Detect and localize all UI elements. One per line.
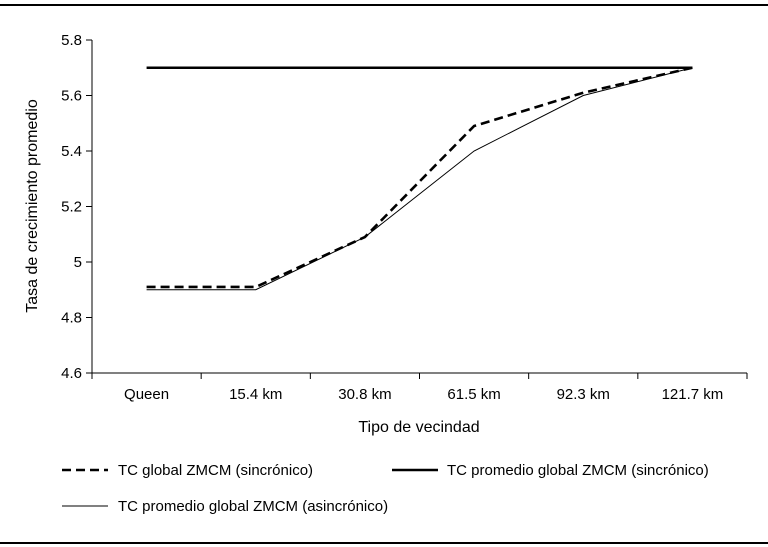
y-tick-label: 5.4	[61, 143, 82, 160]
legend-label-tc-promedio-asincronico: TC promedio global ZMCM (asincrónico)	[118, 498, 388, 515]
x-tick-label: 15.4 km	[229, 386, 282, 403]
x-tick-label: 61.5 km	[447, 386, 500, 403]
x-axis-title: Tipo de vecindad	[358, 419, 479, 436]
y-tick-label: 5.8	[61, 32, 82, 49]
legend-label-tc-promedio-sincronico: TC promedio global ZMCM (sincrónico)	[447, 462, 709, 479]
x-tick-label: 30.8 km	[338, 386, 391, 403]
x-tick-label: 92.3 km	[557, 386, 610, 403]
y-axis-title: Tasa de crecimiento promedio	[24, 99, 41, 313]
y-tick-label: 4.6	[61, 365, 82, 382]
y-tick-label: 5.6	[61, 88, 82, 105]
legend: TC global ZMCM (sincrónico) TC promedio …	[62, 462, 709, 515]
series-line-tc-global-sincronico	[146, 66, 693, 289]
y-tick-label: 4.8	[61, 310, 82, 327]
x-tick-label: 121.7 km	[662, 386, 724, 403]
legend-label-tc-global-sincronico: TC global ZMCM (sincrónico)	[118, 462, 313, 479]
y-tick-label: 5	[74, 254, 82, 271]
x-tick-label: Queen	[124, 386, 169, 403]
y-tick-label: 5.2	[61, 199, 82, 216]
series-line-tc-promedio-asincronico	[146, 67, 693, 291]
